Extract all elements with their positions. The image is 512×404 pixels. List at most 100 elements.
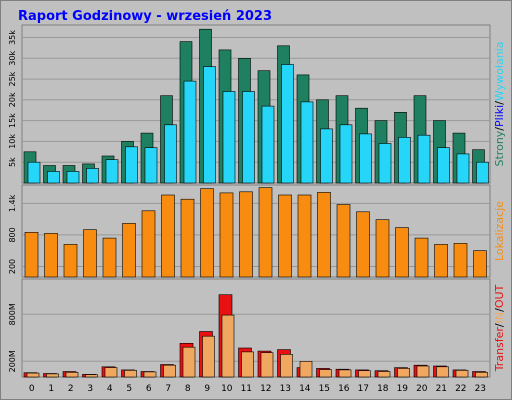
- x-tick-label: 19: [397, 384, 409, 394]
- bar-lokalizacje: [200, 188, 214, 278]
- bar-lokalizacje: [44, 233, 58, 278]
- bar-in: [241, 351, 254, 378]
- y-tick-label: 800: [8, 227, 17, 242]
- bar-lokalizacje: [414, 237, 429, 278]
- bar-lokalizacje: [83, 229, 97, 278]
- bar-in: [46, 373, 59, 378]
- bar-pliki: [105, 159, 119, 184]
- bar-pliki: [261, 105, 275, 184]
- bar-in: [104, 367, 118, 378]
- x-tick-label: 16: [338, 384, 350, 394]
- bar-lokalizacje: [219, 192, 234, 278]
- bar-in: [377, 371, 391, 378]
- x-tick-label: 6: [146, 384, 152, 394]
- bar-lokalizacje: [297, 194, 312, 278]
- panel-frame: [21, 24, 491, 184]
- bar-lokalizacje: [473, 250, 487, 278]
- x-tick-label: 18: [377, 384, 389, 394]
- ylabel-part: IN: [493, 312, 506, 323]
- bar-in: [338, 369, 352, 378]
- bar-pliki: [203, 66, 216, 184]
- bar-in: [475, 371, 488, 378]
- bar-in: [260, 352, 274, 378]
- bar-pliki: [398, 137, 411, 184]
- bar-pliki: [144, 147, 158, 184]
- y-tick-label: 10k: [8, 134, 17, 149]
- bar-lokalizacje: [453, 243, 468, 278]
- x-tick-label: 11: [241, 384, 252, 394]
- bar-lokalizacje: [317, 192, 331, 278]
- bar-pliki: [47, 171, 60, 184]
- bar-in: [299, 360, 313, 378]
- bar-lokalizacje: [24, 232, 39, 278]
- panel-hits-pages: 5k10k15k20k25k30k35kStrony/Pliki/Wywołan…: [8, 24, 506, 184]
- panel-0-ylabel: Strony/Pliki/Wywołania: [493, 42, 506, 167]
- x-tick-label: 17: [358, 384, 369, 394]
- ylabel-part: /: [493, 127, 506, 131]
- bar-pliki: [359, 133, 372, 184]
- bar-pliki: [242, 91, 255, 184]
- bar-in: [397, 368, 410, 378]
- bar-lokalizacje: [63, 244, 78, 278]
- x-tick-label: 5: [126, 384, 132, 394]
- bar-in: [65, 371, 79, 378]
- x-tick-label: 1: [48, 384, 54, 394]
- x-tick-label: 14: [299, 384, 311, 394]
- x-tick-label: 3: [87, 384, 93, 394]
- bar-pliki: [125, 146, 138, 184]
- bar-in: [358, 370, 371, 378]
- y-tick-label: 200M: [8, 350, 17, 372]
- bar-lokalizacje: [141, 210, 156, 278]
- ylabel-part: /: [493, 101, 506, 105]
- x-tick-label: 7: [165, 384, 171, 394]
- x-axis-hours: 0 1 2 3 4 5 6 7 8 9 10 11 12 13 14 15 16 17 18 19 20 21 22 23: [29, 384, 486, 394]
- y-tick-label: 25k: [8, 71, 17, 86]
- panel-frame: [21, 278, 491, 378]
- ylabel-part: /: [493, 323, 506, 327]
- bar-pliki: [300, 101, 314, 184]
- bar-in: [163, 364, 176, 378]
- bar-pliki: [66, 171, 80, 184]
- y-tick-label: 20k: [8, 92, 17, 107]
- ylabel-part: Strony: [493, 130, 506, 166]
- bar-pliki: [27, 161, 41, 184]
- bar-lokalizacje: [375, 219, 390, 278]
- bar-in: [221, 314, 235, 378]
- x-tick-label: 8: [185, 384, 191, 394]
- ylabel-part: Wywołania: [493, 42, 506, 102]
- y-tick-label: 1.4k: [8, 194, 17, 212]
- x-tick-label: 10: [221, 384, 233, 394]
- bar-pliki: [222, 91, 236, 184]
- bar-lokalizacje: [258, 187, 273, 278]
- ylabel-part: OUT: [493, 284, 506, 308]
- y-tick-label: 800M: [8, 303, 17, 325]
- panel-locations: 200 800 1.4k Lokalizacje: [8, 184, 506, 278]
- x-tick-label: 13: [280, 384, 291, 394]
- bar-in: [124, 369, 137, 378]
- bar-lokalizacje: [122, 223, 136, 278]
- bar-lokalizacje: [161, 194, 175, 278]
- x-tick-label: 15: [319, 384, 330, 394]
- bar-lokalizacje: [434, 244, 448, 278]
- bar-pliki: [183, 80, 197, 184]
- bar-in: [26, 372, 40, 378]
- x-tick-label: 4: [107, 384, 113, 394]
- bar-in: [143, 371, 157, 378]
- x-tick-label: 20: [416, 384, 428, 394]
- bar-lokalizacje: [356, 211, 370, 278]
- bar-lokalizacje: [180, 198, 195, 278]
- bar-lokalizacje: [102, 237, 117, 278]
- y-tick-label: 5k: [8, 157, 17, 167]
- bar-lokalizacje: [278, 194, 292, 278]
- bar-pliki: [339, 124, 353, 184]
- y-tick-label: 30k: [8, 51, 17, 66]
- x-tick-label: 23: [475, 384, 486, 394]
- bar-in: [85, 374, 98, 378]
- y-tick-label: 200: [8, 259, 17, 274]
- chart-title: Raport Godzinowy - wrzesień 2023: [18, 9, 272, 24]
- ylabel-part: /: [493, 308, 506, 312]
- x-tick-label: 21: [436, 384, 447, 394]
